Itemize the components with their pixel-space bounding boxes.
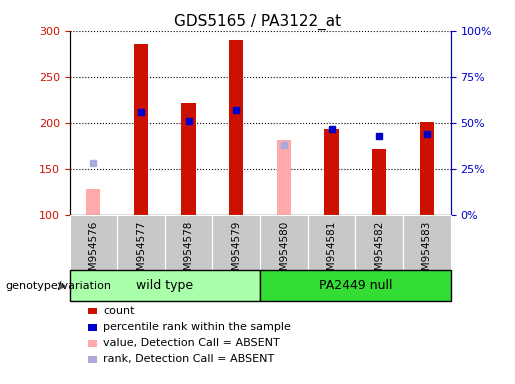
Bar [403,215,451,271]
Bar [324,129,339,215]
Text: GSM954582: GSM954582 [374,220,384,284]
Text: wild type: wild type [136,279,193,292]
Bar [117,215,165,271]
Bar [165,215,212,271]
Bar [212,215,260,271]
Text: rank, Detection Call = ABSENT: rank, Detection Call = ABSENT [103,354,274,364]
Bar [372,149,386,215]
Bar [70,270,260,301]
Text: GDS5165 / PA3122_at: GDS5165 / PA3122_at [174,13,341,30]
Text: GSM954578: GSM954578 [184,220,194,284]
Text: genotype/variation: genotype/variation [5,281,111,291]
Text: value, Detection Call = ABSENT: value, Detection Call = ABSENT [103,338,280,348]
Text: GSM954576: GSM954576 [89,220,98,284]
Bar [70,215,117,271]
Text: GSM954581: GSM954581 [327,220,336,284]
Bar [260,270,451,301]
Text: percentile rank within the sample: percentile rank within the sample [103,322,291,332]
Text: GSM954583: GSM954583 [422,220,432,284]
Bar [307,215,355,271]
Bar [277,141,291,215]
Bar [181,103,196,215]
Text: GSM954580: GSM954580 [279,220,289,284]
Text: PA2449 null: PA2449 null [319,279,392,292]
Text: GSM954577: GSM954577 [136,220,146,284]
Bar [355,215,403,271]
Bar [229,40,244,215]
Bar [420,122,434,215]
Bar [260,215,308,271]
Text: GSM954579: GSM954579 [231,220,241,284]
Bar [134,44,148,215]
Text: count: count [103,306,134,316]
Bar [86,189,100,215]
